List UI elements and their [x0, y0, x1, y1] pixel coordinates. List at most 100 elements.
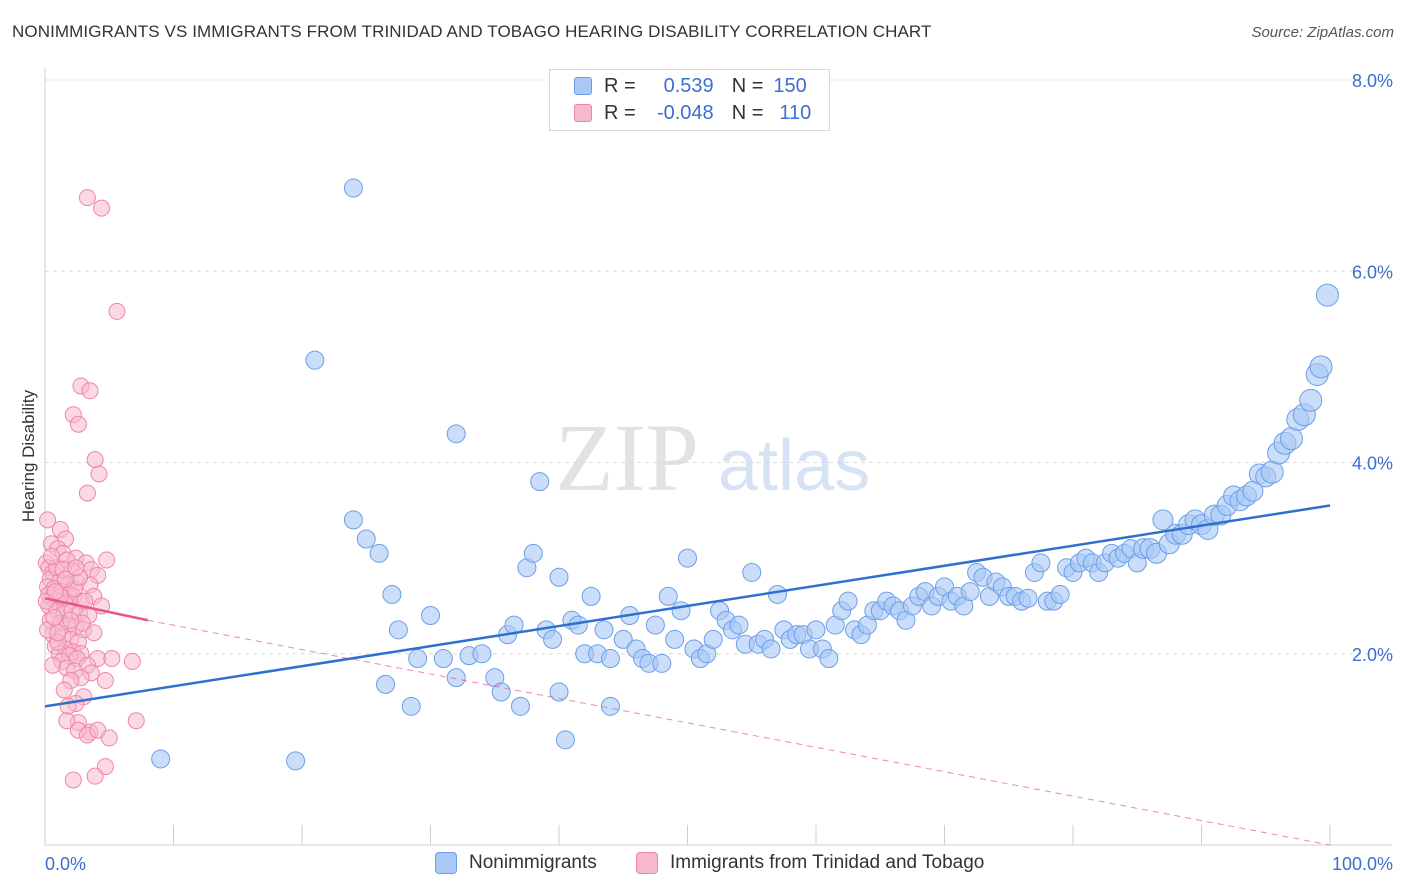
series-immigrants-points [37, 189, 145, 789]
data-point-immigrants [93, 199, 111, 217]
data-point-nonimmigrants [658, 586, 678, 606]
data-point-nonimmigrants [703, 629, 723, 649]
data-point-nonimmigrants [151, 749, 171, 769]
data-point-nonimmigrants [343, 178, 363, 198]
data-point-immigrants [90, 465, 108, 483]
data-point-nonimmigrants [523, 543, 543, 563]
data-point-nonimmigrants [510, 696, 530, 716]
data-point-nonimmigrants [1152, 509, 1174, 531]
data-point-immigrants [98, 551, 116, 569]
legend-stats: R = 0.539 N = 150 R = -0.048 N = 110 [549, 69, 830, 131]
n-label: N = [731, 101, 764, 124]
data-point-immigrants [64, 771, 82, 789]
data-point-nonimmigrants [594, 620, 614, 640]
watermark-zip: ZIP [555, 404, 699, 511]
legend-label: Immigrants from Trinidad and Tobago [670, 852, 985, 873]
legend-label: Nonimmigrants [469, 852, 597, 873]
legend-item-nonimmigrants: Nonimmigrants [435, 852, 597, 874]
data-point-nonimmigrants [1031, 553, 1051, 573]
data-point-immigrants [78, 484, 96, 502]
data-point-immigrants [108, 302, 126, 320]
data-point-nonimmigrants [401, 696, 421, 716]
data-point-nonimmigrants [356, 529, 376, 549]
r-label: R = [604, 101, 636, 124]
data-point-nonimmigrants [645, 615, 665, 635]
data-point-nonimmigrants [369, 543, 389, 563]
data-point-nonimmigrants [767, 584, 787, 604]
data-point-nonimmigrants [446, 424, 466, 444]
data-point-nonimmigrants [581, 586, 601, 606]
data-point-nonimmigrants [286, 751, 306, 771]
data-point-nonimmigrants [491, 682, 511, 702]
legend-swatch-blue [574, 77, 592, 95]
grid-lines [45, 79, 1392, 655]
data-point-nonimmigrants [433, 649, 453, 669]
data-point-immigrants [39, 511, 57, 529]
data-point-nonimmigrants [665, 629, 685, 649]
y-tick-label: 8.0% [1352, 71, 1393, 91]
data-point-immigrants [58, 712, 76, 730]
data-point-nonimmigrants [613, 629, 633, 649]
trend-lines [44, 504, 1331, 846]
data-point-nonimmigrants [305, 350, 325, 370]
data-point-nonimmigrants [960, 582, 980, 602]
data-point-immigrants [85, 624, 103, 642]
data-point-nonimmigrants [388, 620, 408, 640]
data-point-immigrants [103, 650, 121, 668]
data-point-nonimmigrants [382, 584, 402, 604]
data-point-immigrants [78, 189, 96, 207]
n-label: N = [731, 74, 764, 97]
data-point-immigrants [127, 712, 145, 730]
n-value: 110 [779, 101, 812, 124]
legend-item-immigrants: Immigrants from Trinidad and Tobago [636, 852, 984, 874]
data-point-immigrants [46, 583, 64, 601]
data-point-immigrants [42, 547, 60, 565]
legend-row-immigrants: R = -0.048 N = 110 [574, 101, 811, 125]
chart-title: NONIMMIGRANTS VS IMMIGRANTS FROM TRINIDA… [12, 22, 932, 41]
x-tick-label: 100.0% [1332, 854, 1393, 874]
data-point-nonimmigrants [1315, 283, 1339, 307]
data-point-immigrants [123, 652, 141, 670]
data-point-nonimmigrants [549, 682, 569, 702]
watermark: ZIP atlas [555, 404, 870, 511]
data-point-nonimmigrants [1309, 355, 1333, 379]
legend-swatch-pink [574, 104, 592, 122]
data-point-nonimmigrants [421, 606, 440, 625]
data-point-nonimmigrants [530, 472, 550, 492]
legend-row-nonimmigrants: R = 0.539 N = 150 [574, 74, 807, 98]
data-point-nonimmigrants [819, 649, 839, 669]
watermark-atlas: atlas [718, 426, 870, 506]
data-point-nonimmigrants [549, 567, 569, 587]
data-point-nonimmigrants [1018, 588, 1038, 608]
data-point-immigrants [67, 559, 85, 577]
data-point-nonimmigrants [600, 649, 620, 669]
data-point-nonimmigrants [678, 548, 697, 568]
data-point-nonimmigrants [446, 668, 466, 688]
data-point-nonimmigrants [838, 591, 858, 611]
data-point-immigrants [81, 382, 99, 400]
data-point-immigrants [69, 415, 87, 433]
legend-series: Nonimmigrants Immigrants from Trinidad a… [0, 852, 1406, 878]
trend-line-immigrants-extension [147, 619, 1331, 846]
data-point-immigrants [57, 570, 75, 588]
trend-line-nonimmigrants [44, 504, 1331, 708]
data-point-nonimmigrants [343, 510, 363, 530]
data-point-nonimmigrants [671, 601, 691, 621]
data-point-nonimmigrants [1050, 584, 1070, 604]
data-point-nonimmigrants [376, 674, 396, 694]
x-tick-label: 0.0% [45, 854, 86, 874]
legend-swatch-blue [435, 852, 457, 874]
axes [44, 68, 1392, 846]
r-value: 0.539 [663, 74, 714, 97]
data-point-nonimmigrants [761, 639, 781, 659]
legend-swatch-pink [636, 852, 658, 874]
y-tick-label: 2.0% [1352, 645, 1393, 665]
data-point-immigrants [86, 451, 104, 469]
data-point-nonimmigrants [472, 644, 492, 664]
data-point-immigrants [45, 608, 63, 626]
r-label: R = [604, 74, 636, 97]
data-point-immigrants [62, 611, 80, 629]
data-point-immigrants [44, 656, 62, 674]
series-nonimmigrants-points [151, 178, 1339, 771]
